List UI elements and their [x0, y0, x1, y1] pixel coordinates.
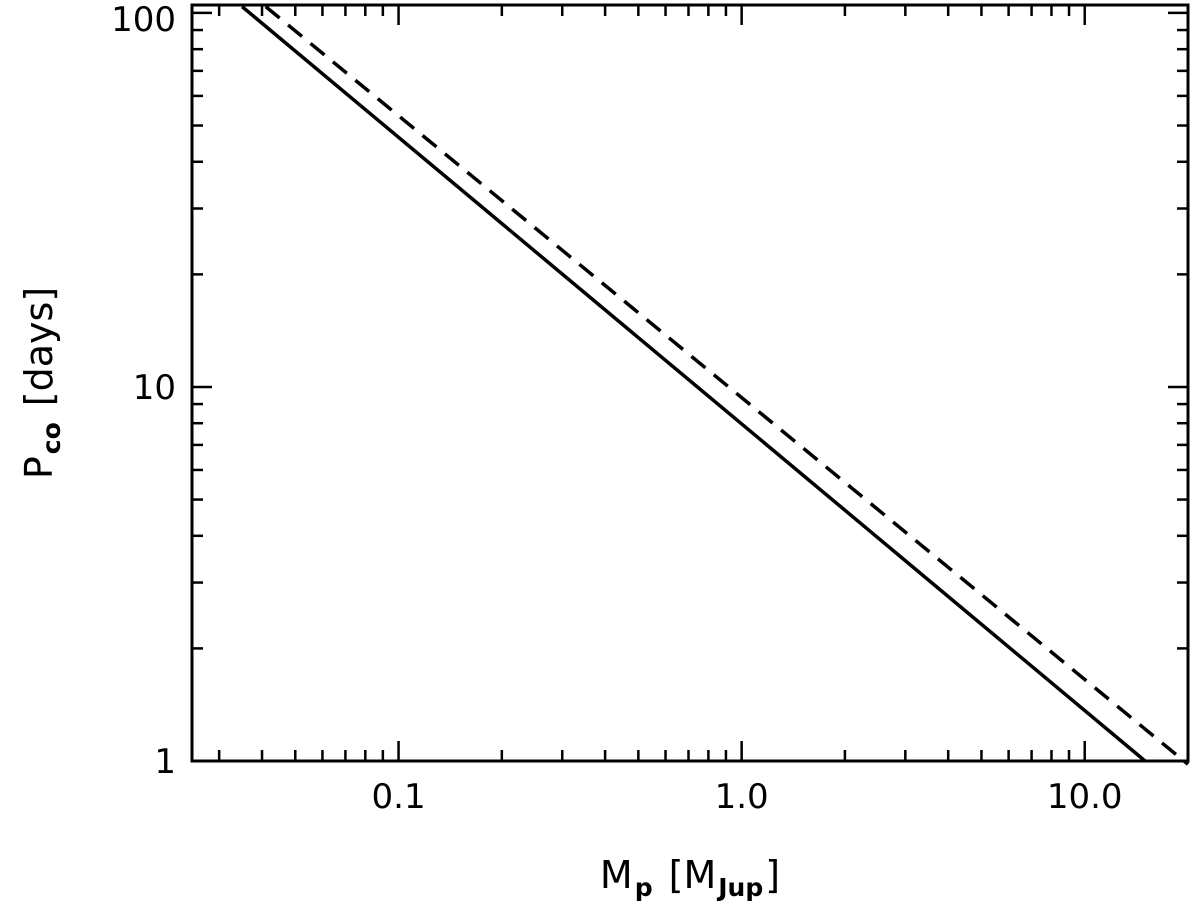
- x-tick-label: 0.1: [372, 777, 426, 817]
- y-axis-label: Pco [days]: [17, 287, 66, 479]
- y-tick-label: 1: [154, 742, 176, 782]
- x-axis-bracket-open: [: [669, 853, 684, 897]
- tick-labels: 0.1 1.0 10.0 1 10 100: [111, 0, 1122, 817]
- x-tick-label: 1.0: [715, 777, 769, 817]
- x-axis-label-unit-sub: Jup: [716, 873, 763, 902]
- x-axis-label-main: M: [600, 853, 633, 897]
- x-axis-bracket-close: ]: [765, 853, 780, 897]
- y-tick-label: 10: [133, 368, 176, 408]
- ticks: [192, 5, 1190, 763]
- series-line-solid: [240, 5, 1147, 763]
- y-tick-label: 100: [111, 0, 176, 40]
- y-axis-label-unit: [days]: [17, 287, 61, 406]
- x-tick-label: 10.0: [1047, 777, 1123, 817]
- x-axis-label-unit-main: M: [683, 853, 716, 897]
- plot-frame: [190, 3, 1190, 763]
- series-layer: [240, 5, 1190, 766]
- series-line-dashed: [264, 5, 1190, 766]
- x-axis-label: Mp [MJup]: [600, 853, 780, 902]
- x-axis-label-sub: p: [635, 873, 653, 902]
- y-axis-label-sub: co: [37, 422, 66, 454]
- y-axis-label-main: P: [17, 456, 61, 479]
